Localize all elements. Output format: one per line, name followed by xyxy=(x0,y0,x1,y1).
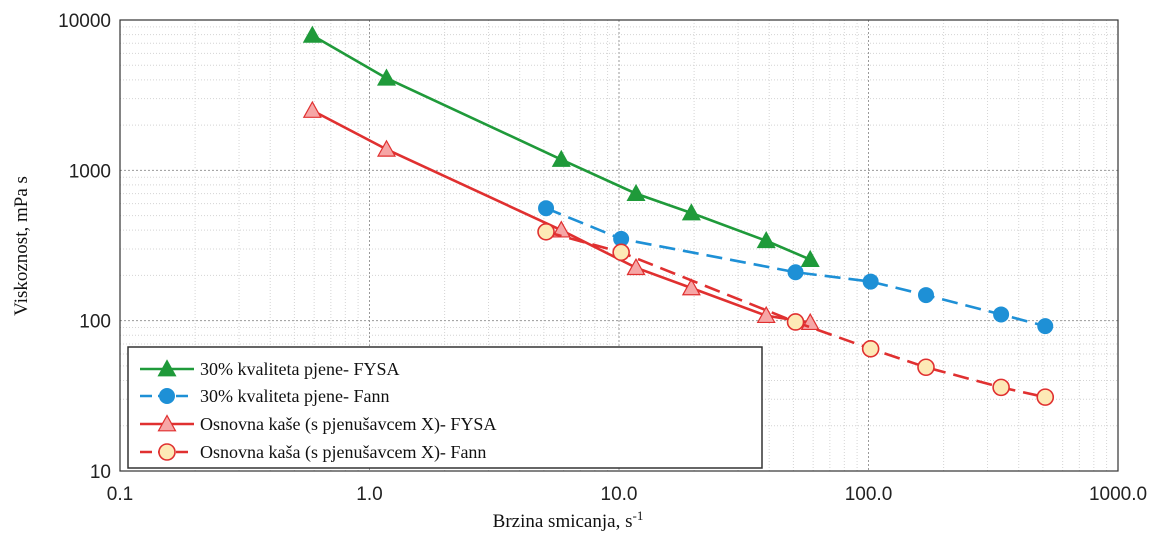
data-point xyxy=(862,273,879,290)
legend-label: Osnovna kaša (s pjenušavcem X)- Fann xyxy=(200,442,486,463)
legend-item-3: Osnovna kaše (s pjenušavcem X)- FYSA xyxy=(140,414,496,435)
data-point xyxy=(800,249,820,267)
data-point xyxy=(376,139,397,157)
x-tick-label: 0.1 xyxy=(107,484,133,505)
data-point xyxy=(756,305,776,324)
series-4 xyxy=(537,223,1055,406)
data-point xyxy=(861,339,880,358)
y-axis-label: Viskoznost, mPa s xyxy=(11,176,32,316)
x-tick-label: 100.0 xyxy=(845,484,893,505)
data-point xyxy=(626,183,646,202)
y-tick-label: 1000 xyxy=(69,161,111,182)
data-point xyxy=(1036,388,1055,406)
y-tick-label: 10 xyxy=(90,462,111,483)
series-2 xyxy=(538,200,1054,335)
x-tick-labels: 0.1 1.0 10.0 100.0 1000.0 xyxy=(107,484,1147,505)
data-point xyxy=(992,378,1010,397)
legend-item-2: 30% kvaliteta pjene- Fann xyxy=(140,386,389,406)
data-point xyxy=(302,100,322,118)
data-point xyxy=(681,278,701,296)
data-point xyxy=(538,200,555,217)
legend-items: 30% kvaliteta pjene- FYSA 30% kvaliteta p… xyxy=(140,359,496,463)
data-point xyxy=(302,25,322,43)
data-point xyxy=(786,313,805,331)
legend-item-1: 30% kvaliteta pjene- FYSA xyxy=(140,359,399,379)
series-layer xyxy=(302,25,1055,406)
data-point xyxy=(917,358,935,377)
legend: 30% kvaliteta pjene- FYSA 30% kvaliteta p… xyxy=(127,346,763,469)
legend-marker xyxy=(157,414,177,432)
data-point xyxy=(917,287,934,304)
legend-label: 30% kvaliteta pjene- FYSA xyxy=(200,359,399,379)
data-point xyxy=(376,68,397,86)
data-point xyxy=(612,243,630,262)
data-point xyxy=(537,223,555,241)
data-point xyxy=(551,149,571,167)
data-point xyxy=(551,220,571,238)
plot-frame xyxy=(119,19,1119,472)
x-axis-label-text: Brzina smicanja, s xyxy=(493,511,633,532)
data-point xyxy=(1037,318,1054,335)
x-tick-label: 1.0 xyxy=(356,484,382,505)
data-point xyxy=(993,306,1010,323)
legend-item-4: Osnovna kaša (s pjenušavcem X)- Fann xyxy=(140,442,486,463)
legend-marker xyxy=(157,359,177,377)
y-tick-labels: 10 100 1000 10000 xyxy=(58,11,111,483)
legend-marker xyxy=(159,388,175,404)
legend-box xyxy=(127,346,763,469)
legend-label: 30% kvaliteta pjene- Fann xyxy=(200,386,389,406)
data-point xyxy=(756,231,776,249)
x-tick-label: 10.0 xyxy=(601,484,638,505)
data-point xyxy=(681,203,701,221)
data-point xyxy=(626,257,646,276)
series-1 xyxy=(302,25,820,267)
y-tick-label: 100 xyxy=(79,312,111,333)
x-tick-label: 1000.0 xyxy=(1089,484,1147,505)
data-point xyxy=(787,264,804,281)
y-tick-label: 10000 xyxy=(58,11,111,32)
x-axis-label: Brzina smicanja, s-1 xyxy=(493,508,644,532)
x-axis-label-superscript: -1 xyxy=(632,508,643,523)
legend-marker xyxy=(158,443,176,461)
legend-label: Osnovna kaše (s pjenušavcem X)- FYSA xyxy=(200,414,496,435)
